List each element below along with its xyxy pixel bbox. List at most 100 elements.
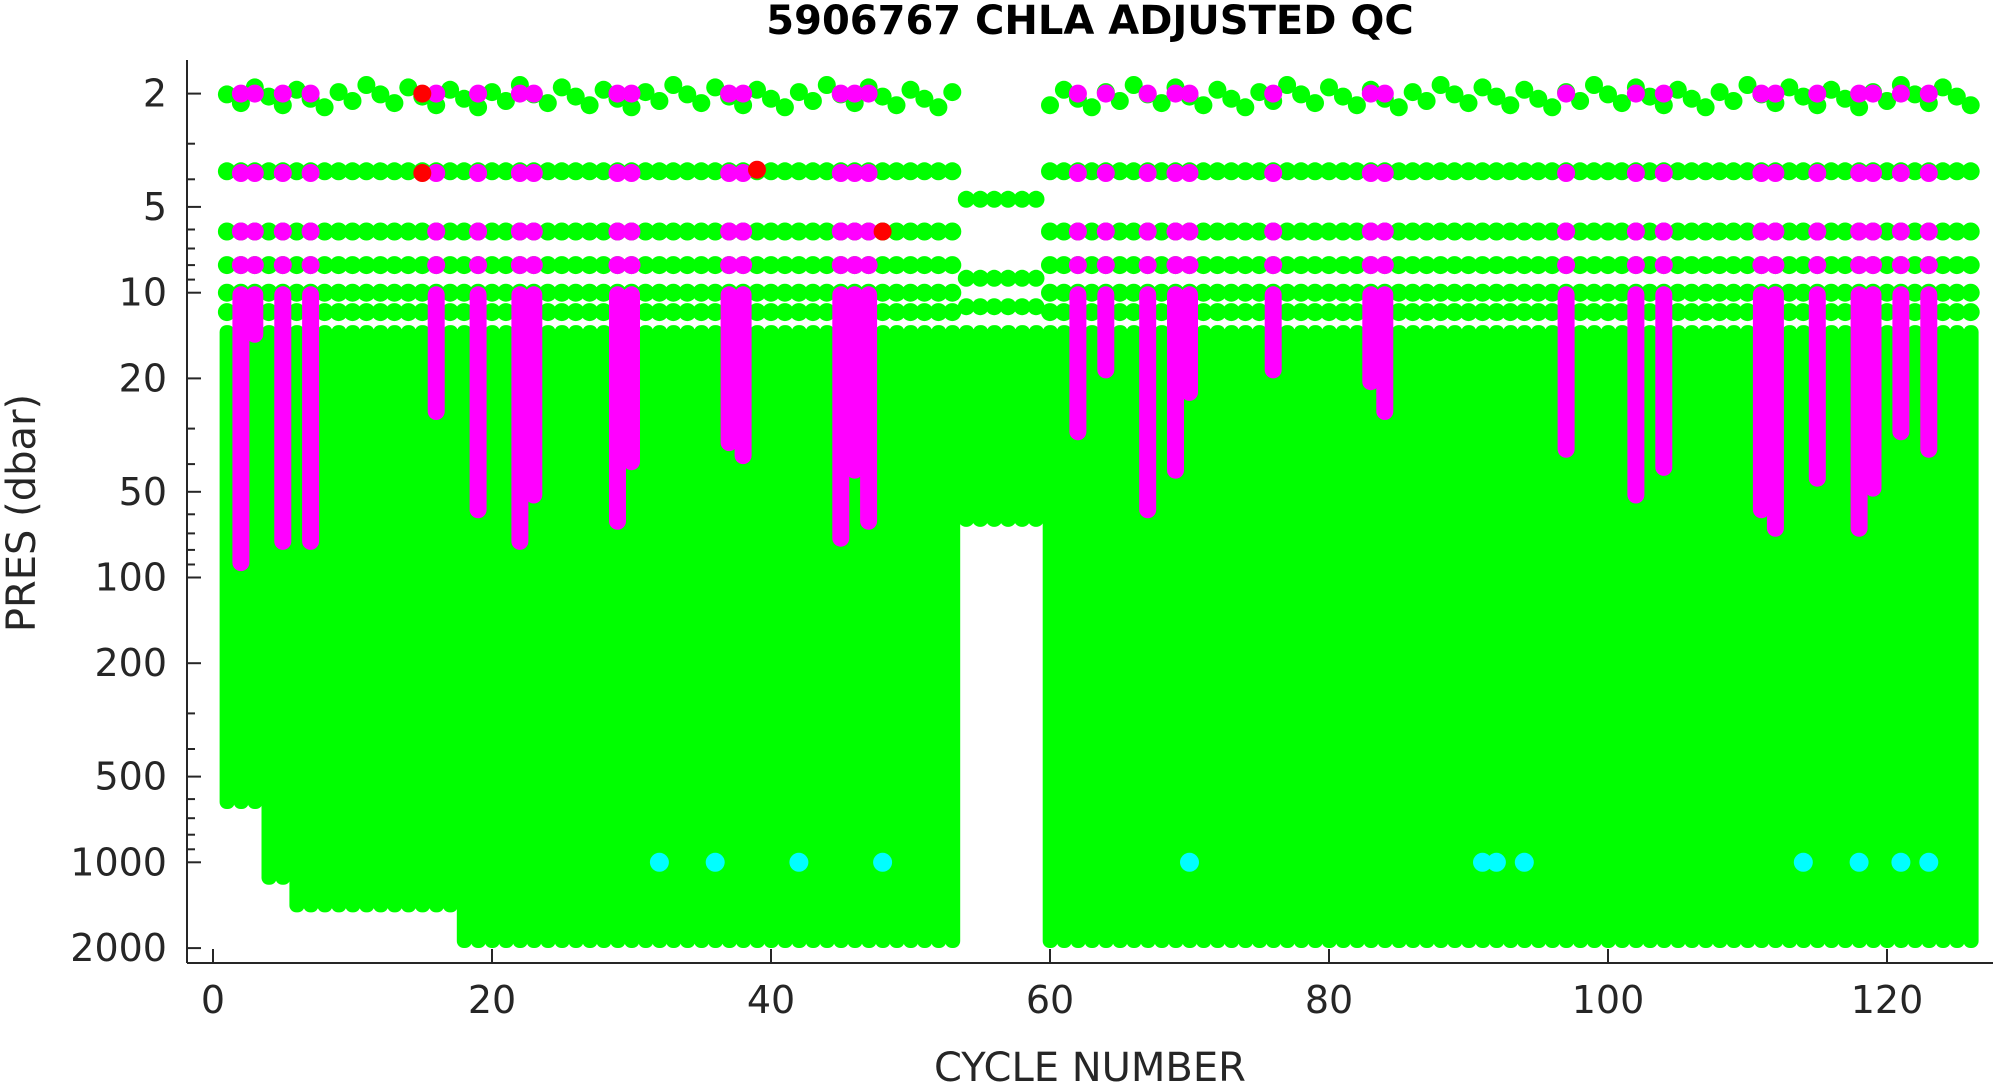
good-profile-column-cycle-3: [247, 325, 263, 809]
good-sample-point: [1431, 76, 1450, 94]
probably-good-segment-cycle-29: [609, 286, 626, 530]
probably-good-point: [831, 164, 850, 182]
good-sample-point: [1292, 283, 1311, 302]
good-profile-column-cycle-44: [819, 325, 835, 949]
good-profile-column-cycle-100: [1600, 325, 1616, 949]
good-sample-point: [1347, 222, 1366, 241]
good-profile-column-cycle-17: [442, 325, 458, 913]
good-sample-point: [1041, 96, 1059, 115]
good-sample-point: [1822, 303, 1841, 322]
good-profile-column-cycle-73: [1224, 325, 1240, 949]
y-tick-label: 2000: [70, 926, 167, 970]
good-sample-point: [650, 256, 669, 275]
good-profile-column-cycle-53: [945, 325, 961, 949]
good-profile-column-cycle-79: [1307, 325, 1323, 949]
good-sample-point: [873, 283, 892, 302]
good-profile-column-cycle-42: [791, 325, 807, 949]
good-sample-point: [678, 222, 697, 241]
good-sample-point: [1515, 303, 1534, 322]
good-profile-column-cycle-107: [1698, 325, 1714, 949]
good-sample-point: [985, 360, 1003, 378]
probably-good-point: [1891, 164, 1910, 182]
good-sample-point: [1836, 283, 1855, 302]
good-sample-point: [636, 256, 655, 275]
good-sample-point: [315, 256, 334, 275]
probably-good-point: [231, 256, 250, 275]
probably-good-point: [273, 256, 292, 275]
good-sample-point: [1027, 478, 1045, 496]
good-profile-column-cycle-71: [1196, 325, 1212, 949]
probably-good-point: [524, 256, 543, 275]
good-profile-column-cycle-123: [1921, 325, 1937, 949]
good-sample-point: [1724, 162, 1743, 181]
good-sample-point: [1334, 87, 1352, 106]
good-sample-point: [496, 283, 515, 302]
good-profile-column-cycle-83: [1363, 325, 1379, 949]
good-sample-point: [1027, 449, 1045, 467]
good-sample-point: [1445, 85, 1464, 104]
good-profile-column-cycle-50: [903, 325, 919, 949]
good-sample-point: [455, 222, 474, 241]
good-sample-point: [357, 162, 376, 181]
good-profile-column-cycle-52: [931, 325, 947, 949]
probably-good-segment-cycle-2: [232, 286, 250, 572]
good-sample-point: [441, 80, 460, 99]
good-sample-point: [1696, 162, 1715, 181]
good-sample-point: [1878, 256, 1896, 275]
probably-good-point: [1850, 84, 1869, 103]
probably-good-point: [845, 164, 864, 182]
probably-good-point: [1752, 256, 1771, 275]
good-sample-point: [1208, 256, 1227, 275]
probably-good-point: [1850, 164, 1869, 182]
good-sample-point: [971, 509, 989, 527]
good-sample-point: [664, 303, 683, 322]
good-sample-point: [371, 162, 390, 181]
good-sample-point: [901, 303, 920, 322]
probably-bad-point: [1919, 852, 1939, 872]
plot-area: [217, 76, 1980, 949]
good-sample-point: [1905, 222, 1924, 241]
good-sample-point: [1961, 96, 1980, 115]
good-sample-point: [1878, 92, 1896, 110]
good-sample-point: [692, 303, 711, 322]
good-sample-point: [1794, 256, 1813, 275]
good-profile-column-cycle-125: [1949, 325, 1965, 949]
good-sample-point: [1473, 303, 1492, 322]
good-sample-point: [441, 162, 460, 181]
good-sample-point: [1236, 283, 1255, 302]
good-sample-point: [692, 162, 711, 181]
y-tick-label: 200: [94, 641, 167, 685]
good-sample-point: [887, 303, 906, 322]
good-sample-point: [1222, 89, 1241, 108]
good-sample-point: [1194, 256, 1213, 275]
bad-point: [748, 160, 766, 179]
good-profile-column-cycle-106: [1684, 325, 1700, 949]
good-profile-column-cycle-33: [666, 325, 682, 949]
bad-point: [413, 164, 432, 182]
good-sample-point: [1878, 283, 1896, 302]
good-sample-point: [1473, 78, 1492, 97]
probably-bad-point: [873, 852, 893, 872]
good-sample-point: [357, 283, 376, 302]
good-sample-point: [1306, 94, 1324, 113]
good-sample-point: [483, 303, 501, 322]
good-sample-point: [971, 190, 989, 208]
good-profile-column-cycle-98: [1572, 325, 1588, 949]
good-sample-point: [1585, 222, 1603, 241]
good-profile-column-cycle-114: [1796, 325, 1812, 949]
probably-good-point: [831, 84, 850, 103]
probably-good-point: [1864, 164, 1882, 182]
good-profile-column-cycle-20: [484, 325, 500, 949]
good-sample-point: [1640, 303, 1659, 322]
probably-good-point: [1361, 164, 1380, 182]
good-sample-point: [1822, 222, 1841, 241]
good-profile-column-cycle-122: [1907, 325, 1923, 949]
good-sample-point: [1947, 283, 1966, 302]
probably-good-point: [1891, 84, 1910, 103]
probably-good-segment-cycle-123: [1920, 286, 1938, 458]
good-sample-point: [259, 256, 278, 275]
good-sample-point: [371, 222, 390, 241]
probably-good-point: [734, 222, 753, 241]
good-sample-point: [1473, 283, 1492, 302]
probably-good-point: [1752, 222, 1771, 241]
